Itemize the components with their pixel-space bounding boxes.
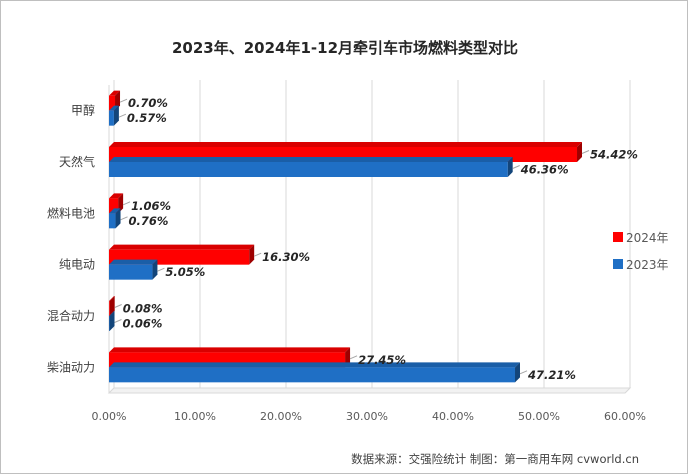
bar-top-face [109, 193, 124, 199]
bar-front-face [109, 367, 516, 383]
data-labels: 0.70% 54.42% 1.06% 16.30% 0.08% 27.45% 0.57% 46… [114, 96, 638, 382]
bars [109, 90, 583, 383]
chart-title: 2023年、2024年1-12月牵引车市场燃料类型对比 [172, 39, 518, 57]
bar-top-face [109, 296, 115, 301]
data-label: 27.45% [358, 353, 406, 367]
leader-line [120, 216, 128, 221]
bar-top-face [109, 259, 158, 265]
bar-top-face [109, 244, 255, 250]
bar-blue [109, 311, 115, 331]
leader-line [512, 165, 520, 169]
bar-side-face [109, 296, 115, 316]
legend-label: 2024年 [626, 231, 669, 245]
data-label: 46.36% [520, 163, 569, 177]
legend-swatch [613, 259, 623, 269]
category-label: 燃料电池 [47, 205, 95, 220]
x-tick-label: 30.00% [346, 410, 388, 423]
bar-top-face [109, 105, 119, 111]
gridlines [107, 80, 632, 394]
legend-swatch [613, 232, 623, 242]
bar-side-face [109, 311, 115, 331]
bar-side-face [515, 362, 521, 383]
source-note: 数据来源：交强险统计 制图：第一商用车网 cvworld.cn [351, 452, 639, 466]
leader-line [114, 304, 122, 308]
bar-front-face [109, 95, 116, 111]
leader-line [519, 370, 528, 375]
bar-blue [109, 362, 521, 383]
data-label: 5.05% [165, 265, 205, 279]
bar-top-face [109, 90, 121, 96]
bar-top-face [109, 142, 583, 147]
data-label: 16.30% [262, 250, 310, 264]
legend: 2024年 2023年 [613, 231, 669, 272]
bar-top-face [109, 347, 351, 353]
data-label: 1.06% [131, 199, 171, 213]
data-label: 0.06% [123, 317, 163, 331]
bar-blue [109, 105, 119, 126]
category-label: 混合动力 [47, 308, 95, 323]
data-label: 0.70% [128, 96, 168, 110]
leader-line [349, 355, 358, 360]
leader-line [118, 113, 127, 118]
bar-side-face [249, 244, 255, 265]
data-label: 47.21% [527, 368, 576, 382]
bar-front-face [109, 316, 110, 331]
data-label: 54.42% [590, 148, 638, 162]
bar-side-face [115, 208, 121, 229]
category-label: 天然气 [59, 154, 95, 169]
bar-top-face [109, 208, 121, 214]
x-tick-label: 40.00% [432, 410, 474, 423]
data-label: 0.57% [127, 111, 167, 125]
bar-front-face [109, 301, 110, 316]
bar-front-face [109, 198, 119, 214]
bar-top-face [109, 157, 513, 162]
category-label: 柴油动力 [47, 360, 95, 374]
bar-blue [109, 259, 158, 280]
bar-top-face [109, 362, 521, 368]
bar-top-face [109, 311, 115, 316]
leader-line [119, 98, 128, 103]
bar-side-face [113, 105, 119, 126]
bar-front-face [109, 110, 114, 126]
category-label: 纯电动 [59, 258, 95, 272]
x-tick-label: 60.00% [604, 410, 646, 423]
leader-line [114, 319, 122, 323]
legend-label: 2023年 [626, 258, 669, 272]
category-label: 甲醇 [71, 103, 95, 118]
bar-blue [109, 157, 513, 177]
x-axis-ticks: 0.00% 10.00% 20.00% 30.00% 40.00% 50.00% 60.00… [92, 410, 646, 423]
leader-line [581, 150, 590, 154]
x-tick-label: 10.00% [174, 410, 216, 423]
leader-line [253, 252, 262, 257]
bar-side-face [507, 157, 513, 177]
bar-front-face [109, 213, 116, 229]
x-tick-label: 20.00% [260, 410, 302, 423]
bar-side-face [152, 259, 158, 280]
leader-line [122, 201, 131, 206]
leader-line [157, 267, 165, 272]
data-label: 0.76% [129, 214, 169, 228]
bar-blue [109, 208, 121, 229]
bar-front-face [109, 162, 508, 177]
bar-red [109, 296, 115, 316]
x-tick-label: 0.00% [92, 410, 127, 423]
x-tick-label: 50.00% [518, 410, 560, 423]
chart-floor [107, 387, 632, 394]
data-label: 0.08% [123, 302, 163, 316]
bar-front-face [109, 264, 153, 280]
bar-side-face [577, 142, 583, 162]
